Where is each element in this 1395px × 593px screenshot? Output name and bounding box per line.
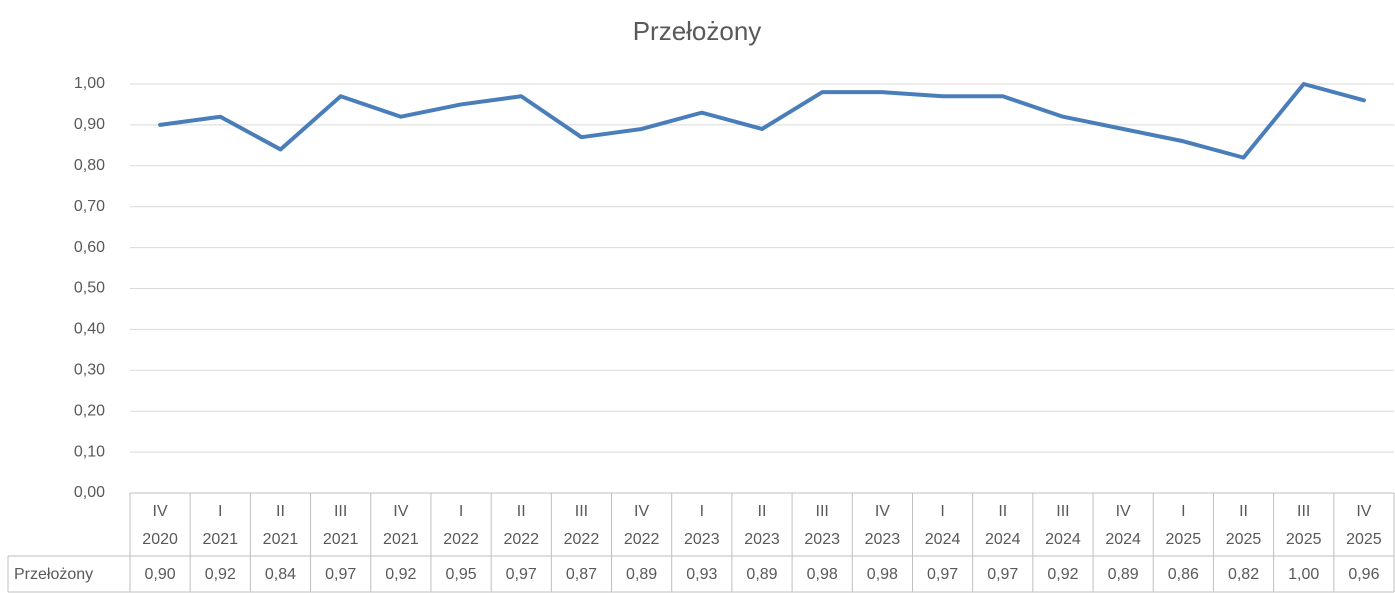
x-tick-label: 2024: [1105, 531, 1141, 548]
y-tick-label: 0,50: [74, 280, 105, 297]
x-tick-label: 2020: [142, 531, 178, 548]
table-value: 0,84: [265, 566, 296, 583]
x-tick-label: 2021: [263, 531, 299, 548]
x-tick-label: I: [459, 503, 463, 520]
x-tick-label: II: [517, 503, 526, 520]
x-tick-label: 2022: [624, 531, 660, 548]
table-value: 0,97: [927, 566, 958, 583]
x-tick-label: I: [700, 503, 704, 520]
x-tick-label: 2021: [383, 531, 419, 548]
y-tick-label: 0,30: [74, 362, 105, 379]
table-value: 0,92: [385, 566, 416, 583]
series-line: [158, 82, 1366, 160]
table-value: 0,87: [566, 566, 597, 583]
table-value: 0,98: [867, 566, 898, 583]
x-tick-label: II: [276, 503, 285, 520]
table-value: 0,82: [1228, 566, 1259, 583]
x-tick-label: II: [758, 503, 767, 520]
x-tick-label: 2023: [865, 531, 901, 548]
table-row-header: Przełożony: [14, 566, 93, 583]
x-tick-label: I: [940, 503, 944, 520]
table-value: 0,98: [807, 566, 838, 583]
table-value: 0,97: [506, 566, 537, 583]
chart-title: Przełożony: [633, 16, 762, 46]
x-tick-label: 2022: [503, 531, 539, 548]
x-tick-label: 2021: [323, 531, 359, 548]
y-tick-label: 0,20: [74, 402, 105, 419]
x-tick-label: IV: [153, 503, 168, 520]
x-tick-label: 2024: [1045, 531, 1081, 548]
table-value: 0,90: [145, 566, 176, 583]
x-tick-label: 2022: [443, 531, 479, 548]
x-tick-label: III: [816, 503, 829, 520]
y-tick-label: 0,40: [74, 321, 105, 338]
x-tick-label: 2022: [564, 531, 600, 548]
x-tick-label: II: [1239, 503, 1248, 520]
table-value: 0,93: [686, 566, 717, 583]
x-tick-label: 2023: [744, 531, 780, 548]
table-value: 0,89: [626, 566, 657, 583]
y-tick-label: 0,60: [74, 239, 105, 256]
x-tick-label: 2025: [1166, 531, 1202, 548]
table-value: 0,89: [746, 566, 777, 583]
x-tick-label: II: [998, 503, 1007, 520]
x-tick-label: IV: [634, 503, 649, 520]
table-value: 0,95: [445, 566, 476, 583]
x-tick-label: 2023: [684, 531, 720, 548]
x-tick-label: I: [218, 503, 222, 520]
x-tick-label: III: [575, 503, 588, 520]
table-value: 0,89: [1108, 566, 1139, 583]
x-tick-label: 2023: [804, 531, 840, 548]
y-tick-label: 0,70: [74, 198, 105, 215]
y-tick-label: 0,00: [74, 484, 105, 501]
x-tick-label: IV: [393, 503, 408, 520]
y-tick-label: 1,00: [74, 75, 105, 92]
table-value: 0,92: [205, 566, 236, 583]
x-tick-label: III: [1297, 503, 1310, 520]
x-tick-label: 2025: [1286, 531, 1322, 548]
x-tick-label: 2025: [1346, 531, 1382, 548]
x-tick-label: IV: [875, 503, 890, 520]
table-value: 0,97: [325, 566, 356, 583]
table-value: 1,00: [1288, 566, 1319, 583]
x-tick-label: 2021: [202, 531, 238, 548]
y-tick-label: 0,80: [74, 157, 105, 174]
x-tick-label: I: [1181, 503, 1185, 520]
x-tick-label: 2024: [925, 531, 961, 548]
table-value: 0,97: [987, 566, 1018, 583]
y-tick-label: 0,90: [74, 116, 105, 133]
x-tick-label: IV: [1116, 503, 1131, 520]
y-tick-label: 0,10: [74, 443, 105, 460]
x-tick-label: 2024: [985, 531, 1021, 548]
x-tick-label: III: [334, 503, 347, 520]
x-tick-label: III: [1056, 503, 1069, 520]
table-value: 0,86: [1168, 566, 1199, 583]
table-value: 0,92: [1047, 566, 1078, 583]
table-value: 0,96: [1348, 566, 1379, 583]
x-tick-label: IV: [1356, 503, 1371, 520]
x-tick-label: 2025: [1226, 531, 1262, 548]
